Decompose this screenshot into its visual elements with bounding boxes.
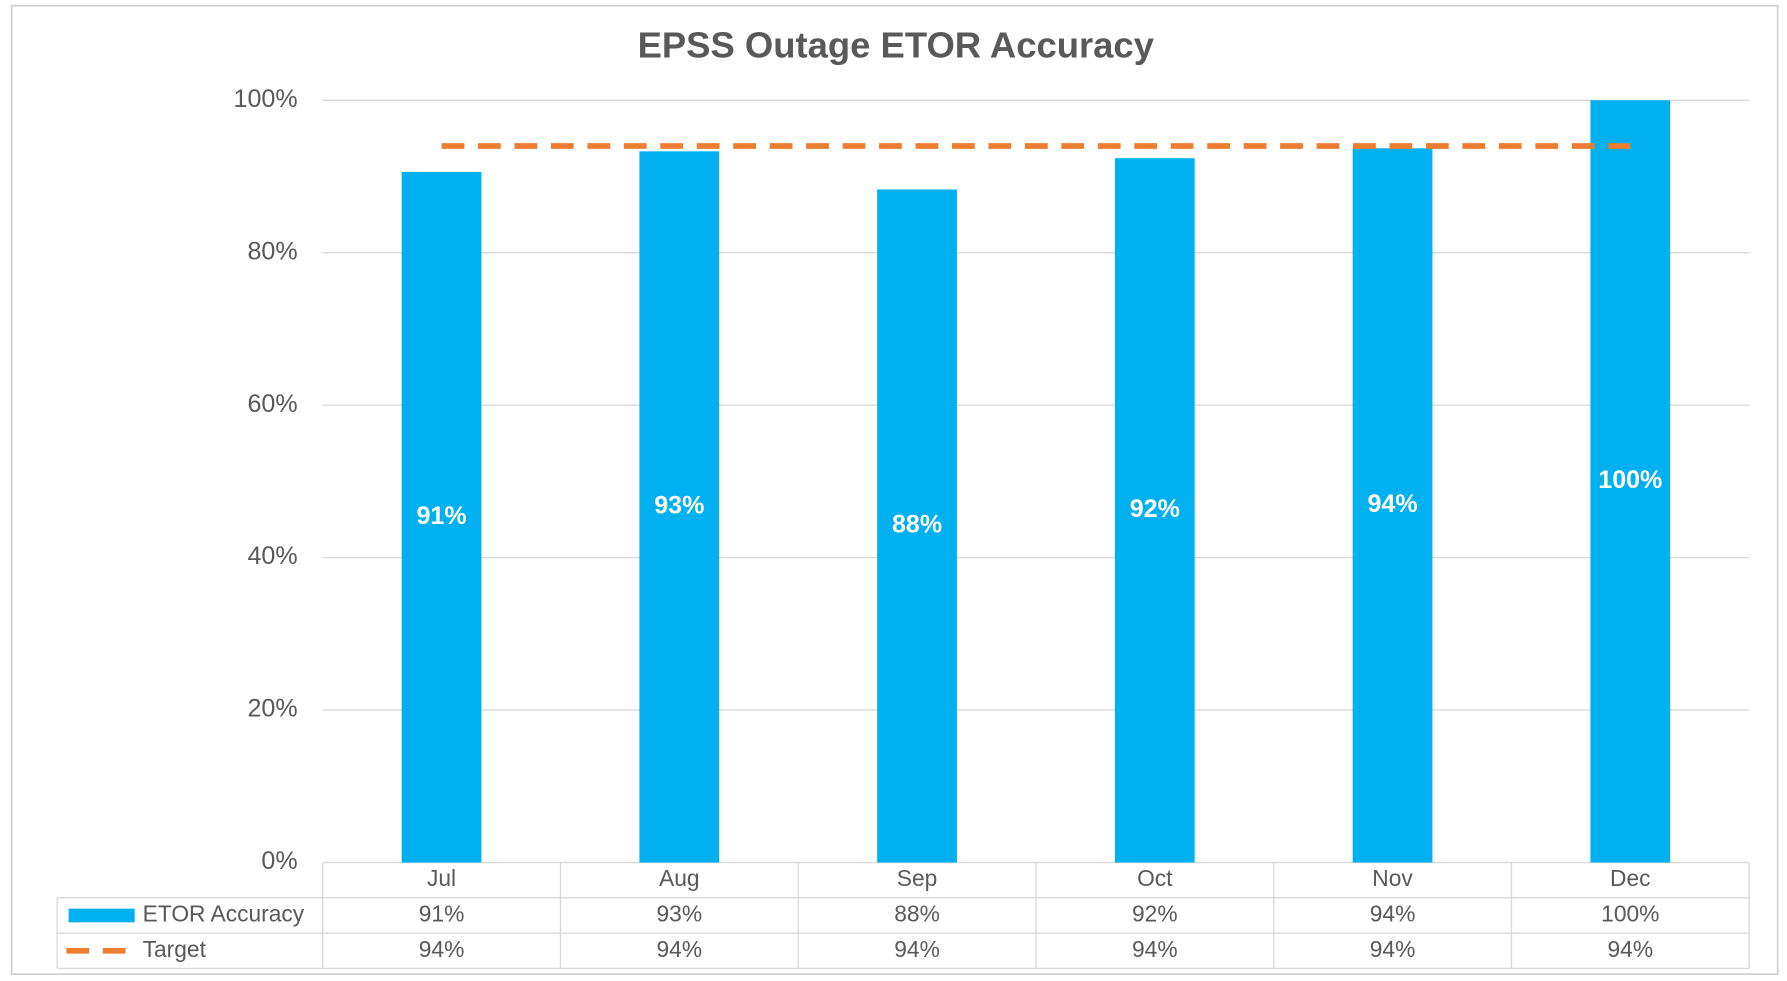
x-tick-label: Aug bbox=[659, 865, 700, 891]
table-value: 94% bbox=[657, 936, 703, 962]
x-tick-label: Jul bbox=[427, 865, 456, 891]
bar bbox=[1114, 158, 1195, 863]
chart-title: EPSS Outage ETOR Accuracy bbox=[638, 24, 1155, 65]
data-label: 94% bbox=[1367, 490, 1417, 518]
table-value: 100% bbox=[1601, 901, 1659, 927]
x-tick-label: Dec bbox=[1610, 865, 1651, 891]
y-tick-label: 40% bbox=[247, 542, 297, 570]
x-tick-label: Nov bbox=[1372, 865, 1413, 891]
y-tick-label: 20% bbox=[247, 695, 297, 723]
x-tick-label: Oct bbox=[1137, 865, 1173, 891]
bar bbox=[401, 171, 482, 863]
legend-label: Target bbox=[143, 936, 207, 962]
table-value: 94% bbox=[894, 936, 940, 962]
y-tick-label: 60% bbox=[247, 390, 297, 418]
data-label: 92% bbox=[1130, 495, 1180, 523]
table-value: 93% bbox=[657, 901, 703, 927]
table-value: 94% bbox=[1370, 936, 1416, 962]
table-value: 94% bbox=[1132, 936, 1178, 962]
bar bbox=[1590, 100, 1671, 863]
legend-key bbox=[68, 908, 135, 923]
table-value: 88% bbox=[894, 901, 940, 927]
bar bbox=[877, 189, 957, 863]
y-tick-label: 80% bbox=[247, 237, 297, 265]
y-tick-label: 100% bbox=[234, 85, 298, 113]
data-label: 88% bbox=[892, 511, 942, 539]
legend-label: ETOR Accuracy bbox=[143, 901, 305, 927]
bar bbox=[639, 151, 720, 863]
bar bbox=[1352, 148, 1433, 863]
table-value: 94% bbox=[1608, 936, 1654, 962]
x-tick-label: Sep bbox=[897, 865, 938, 891]
y-tick-label: 0% bbox=[261, 847, 297, 875]
data-label: 91% bbox=[416, 502, 466, 530]
table-value: 91% bbox=[419, 901, 465, 927]
table-value: 94% bbox=[419, 936, 465, 962]
data-label: 100% bbox=[1598, 466, 1662, 494]
data-label: 93% bbox=[654, 492, 704, 520]
table-value: 92% bbox=[1132, 901, 1178, 927]
table-value: 94% bbox=[1370, 901, 1416, 927]
